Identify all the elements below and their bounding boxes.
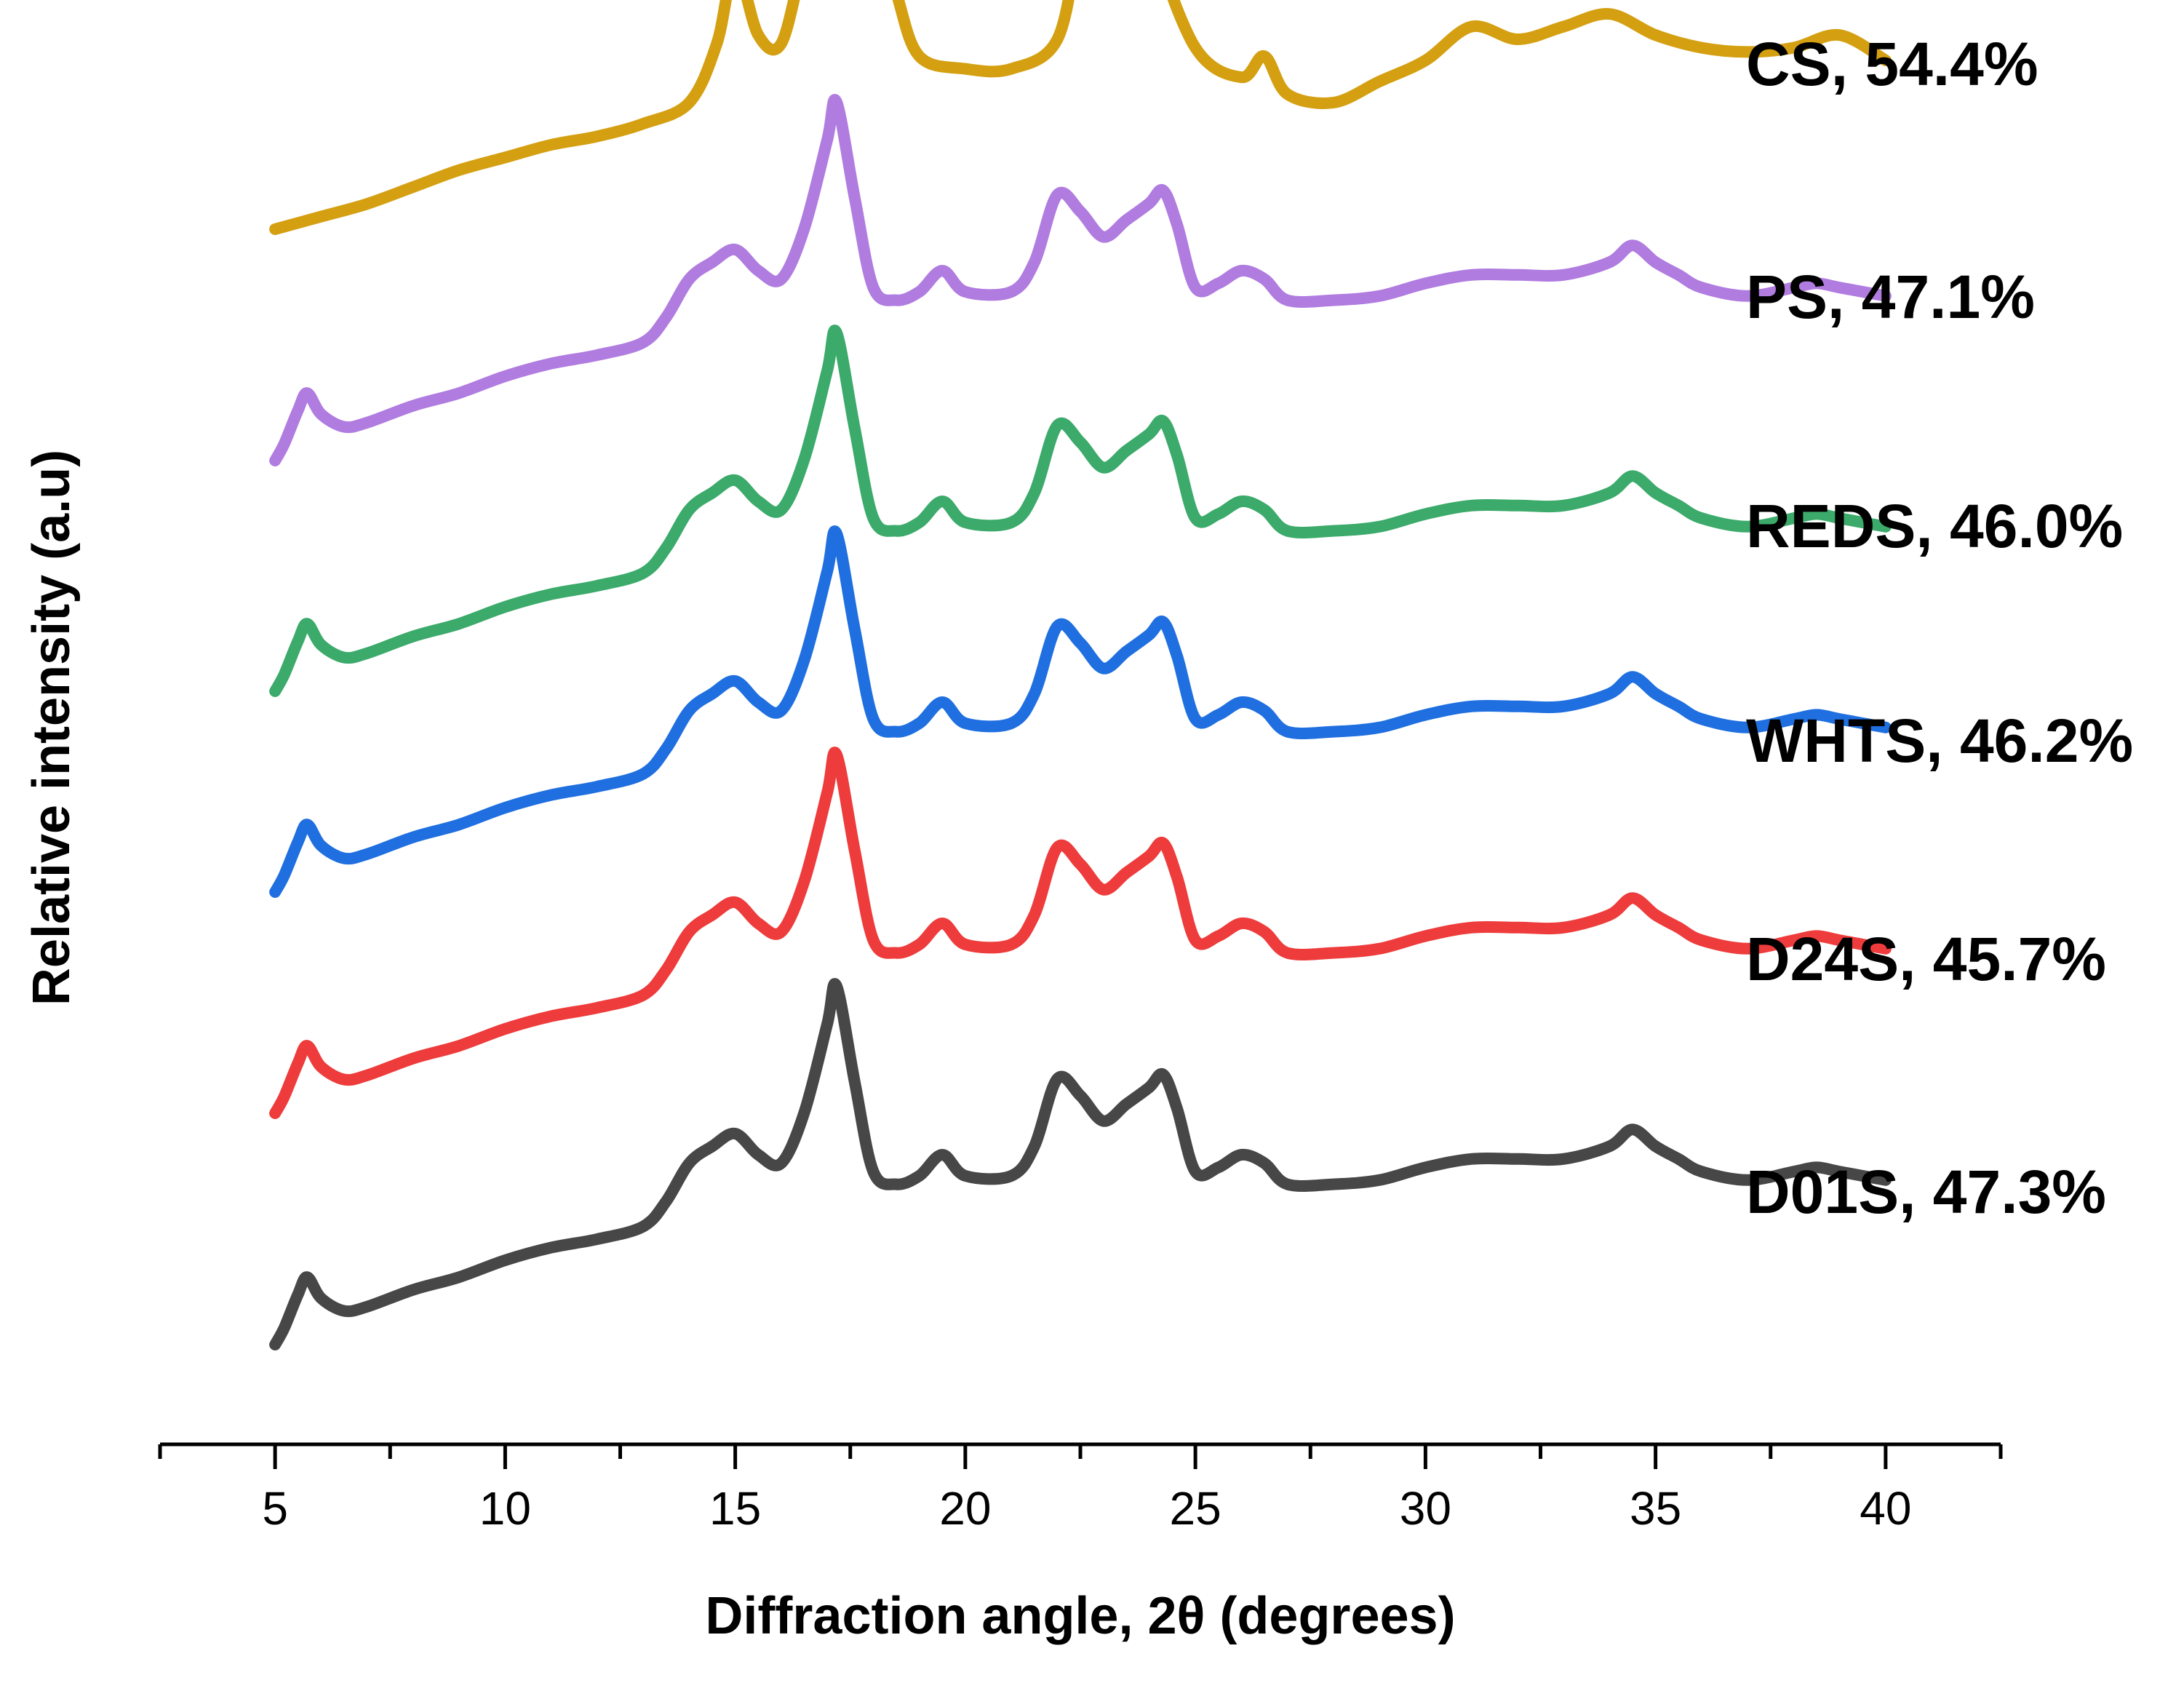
x-tick-label: 20 <box>939 1482 991 1535</box>
series-label-ps: PS, 47.1% <box>1746 263 2035 331</box>
x-tick-label: 25 <box>1170 1482 1221 1535</box>
series-line-ps <box>269 94 1892 466</box>
series-label-d24s: D24S, 45.7% <box>1746 925 2106 993</box>
x-tick-label: 40 <box>1860 1482 1911 1535</box>
series-line-cs <box>269 0 1892 235</box>
series-line-d01s <box>269 978 1892 1350</box>
x-tick-label: 5 <box>262 1482 288 1535</box>
x-tick-label: 10 <box>479 1482 531 1535</box>
x-axis-title: Diffraction angle, 2θ (degrees) <box>705 1587 1455 1645</box>
x-tick-label: 15 <box>709 1482 761 1535</box>
series-label-cs: CS, 54.4% <box>1746 30 2038 98</box>
series-label-reds: REDS, 46.0% <box>1746 492 2123 560</box>
series-line-reds <box>269 325 1892 697</box>
curves-group <box>269 0 1892 1350</box>
series-line-whts <box>269 525 1892 898</box>
series-labels-group: CS, 54.4% PS, 47.1% REDS, 46.0% WHTS, 46.2%… <box>1746 30 2133 1226</box>
x-tick-label: 35 <box>1630 1482 1681 1535</box>
series-label-d01s: D01S, 47.3% <box>1746 1158 2106 1226</box>
x-axis-ticks: 5 10 15 20 25 30 35 40 <box>158 1444 2003 1535</box>
x-tick-label: 30 <box>1400 1482 1451 1535</box>
y-axis-title: Relative intensity (a.u) <box>23 450 81 1006</box>
series-line-d24s <box>269 747 1892 1119</box>
series-label-whts: WHTS, 46.2% <box>1746 707 2133 775</box>
